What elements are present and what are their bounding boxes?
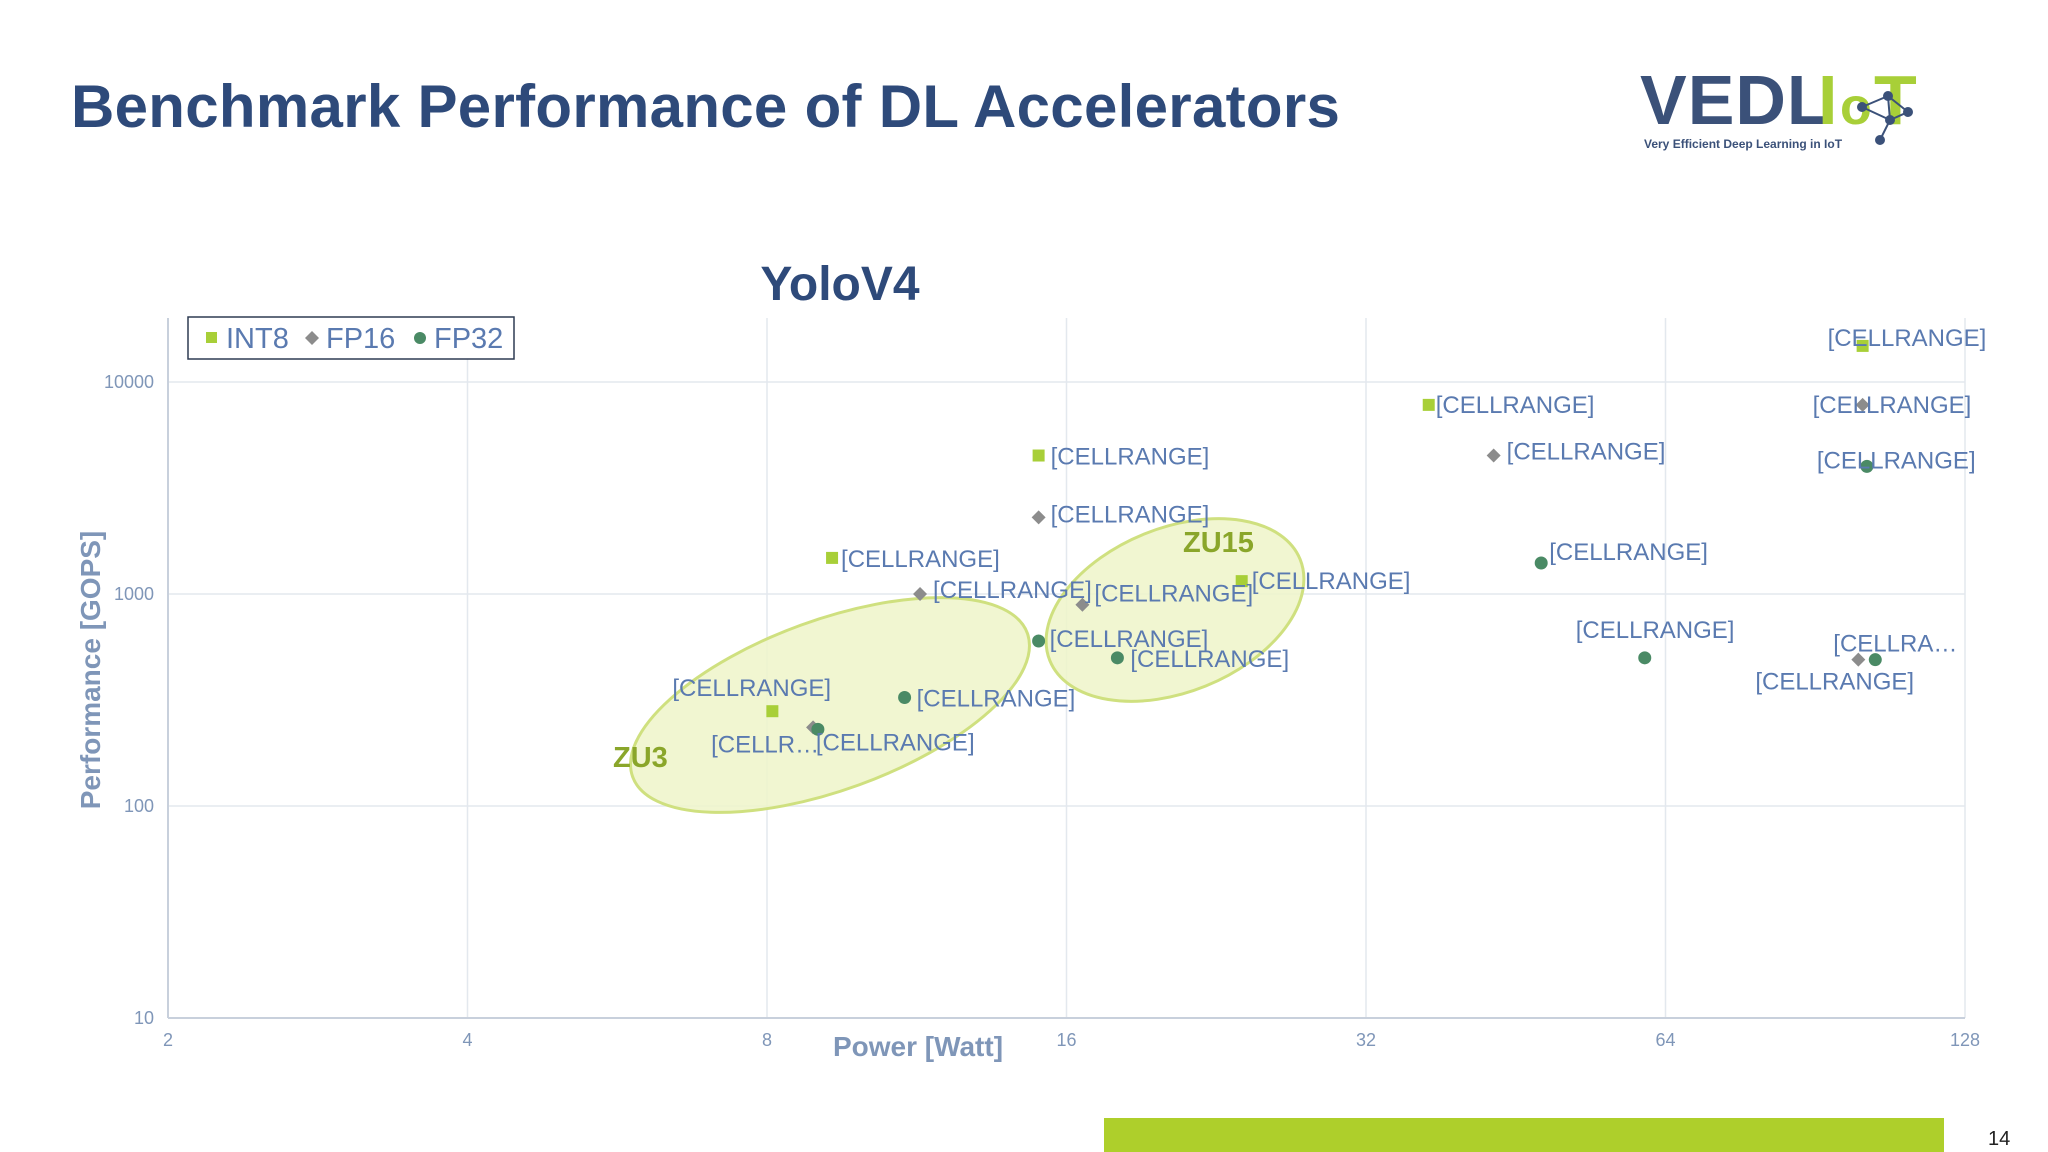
network-graph-icon [1857,91,1913,145]
fp32-point [1032,634,1046,648]
fp16-point [913,587,928,601]
data-label: [CELLRANGE] [1094,581,1253,608]
int8-point [766,705,779,718]
fp32-point [1638,651,1652,665]
data-label: [CELLRANGE] [1549,539,1708,566]
svg-text:VEDL: VEDL [1640,62,1831,139]
chart-title: YoloV4 [760,258,919,311]
data-labels: [CELLRANGE][CELLRANGE][CELLRANGE][CELLRA… [672,325,1986,758]
data-label: [CELLRANGE] [1130,646,1289,673]
data-label: [CELLRANGE] [1051,444,1210,471]
svg-text:I: I [1818,62,1837,139]
int8-point [826,551,839,564]
chart-legend: INT8 FP16 FP32 [187,316,515,360]
fp32-point [898,690,912,704]
x-tick-label: 2 [163,1030,173,1050]
legend-fp16-swatch [305,331,319,345]
y-tick-label: 10 [134,1008,154,1028]
axes [167,318,1965,1019]
zu3-group-ellipse [629,596,1031,814]
y-tick-label: 10000 [104,372,154,392]
data-label: [CELLRANGE] [1813,392,1972,419]
legend-label: FP16 [326,323,395,355]
int8-point [1422,398,1435,411]
x-tick-label: 4 [462,1030,472,1050]
data-label: [CELLRANGE] [1817,447,1976,474]
group-ellipses: ZU3 ZU15 [613,517,1306,814]
y-tick-label: 100 [124,796,154,816]
footer-accent-bar [1104,1118,1944,1152]
legend-label: INT8 [226,323,289,355]
data-label: [CELLRANGE] [1050,626,1209,653]
zu3-group-label: ZU3 [613,742,668,774]
tick-labels: 2 4 8 16 32 64 128 10 100 1000 10000 [104,372,1980,1050]
data-label: [CELLRANGE] [933,577,1092,604]
page-number: 14 [1988,1128,2011,1150]
x-tick-label: 64 [1655,1030,1675,1050]
fp32-point [1860,459,1874,473]
y-tick-label: 1000 [114,584,154,604]
data-label: [CELLRANGE] [841,546,1000,573]
logo-tagline: Very Efficient Deep Learning in IoT [1644,137,1843,151]
data-label: [CELLRANGE] [917,685,1076,712]
data-label: [CELLRANGE] [1828,325,1987,352]
data-label: [CELLRANGE] [1252,568,1411,595]
data-label: [CELLRANGE] [816,729,975,756]
fp16-point [1851,652,1866,667]
int8-point [1032,449,1045,462]
x-tick-label: 32 [1356,1030,1376,1050]
x-tick-label: 16 [1056,1030,1076,1050]
vedliot-logo: VEDL I o T Very Efficient Deep Learning … [1640,62,1917,151]
x-tick-label: 8 [762,1030,772,1050]
zu15-group-ellipse [1044,517,1306,703]
svg-text:T: T [1874,62,1917,139]
legend-label: FP32 [434,323,503,355]
fp32-point [1110,651,1124,665]
fp16-point [1075,597,1090,612]
legend-box [187,316,515,360]
fp16-point [1855,397,1870,412]
x-tick-label: 128 [1950,1030,1980,1050]
zu15-group-label: ZU15 [1183,527,1254,559]
fp32-point [1534,556,1548,570]
data-label: [CELLRANGE] [1507,439,1666,466]
data-label: [CELLRA… [1833,631,1957,658]
data-label: [CELLRANGE] [1436,392,1595,419]
x-axis-title: Power [Watt] [833,1031,1003,1062]
fp32-point [811,722,825,736]
y-axis-title: Performance [GOPS] [75,531,106,810]
data-points [766,339,1882,736]
int8-point [1856,339,1869,352]
slide-title: Benchmark Performance of DL Accelerators [71,73,1341,140]
int8-point [1235,575,1248,588]
fp16-point [1031,510,1046,525]
fp16-point [1486,448,1501,463]
fp32-point [1868,653,1882,667]
data-label: [CELLRANGE] [1755,669,1914,696]
data-label: [CELLRANGE] [672,675,831,702]
legend-int8-swatch [206,332,217,343]
data-label: [CELLR… [711,731,819,758]
legend-fp32-swatch [414,332,426,344]
data-label: [CELLRANGE] [1576,617,1735,644]
data-label: [CELLRANGE] [1051,501,1210,528]
